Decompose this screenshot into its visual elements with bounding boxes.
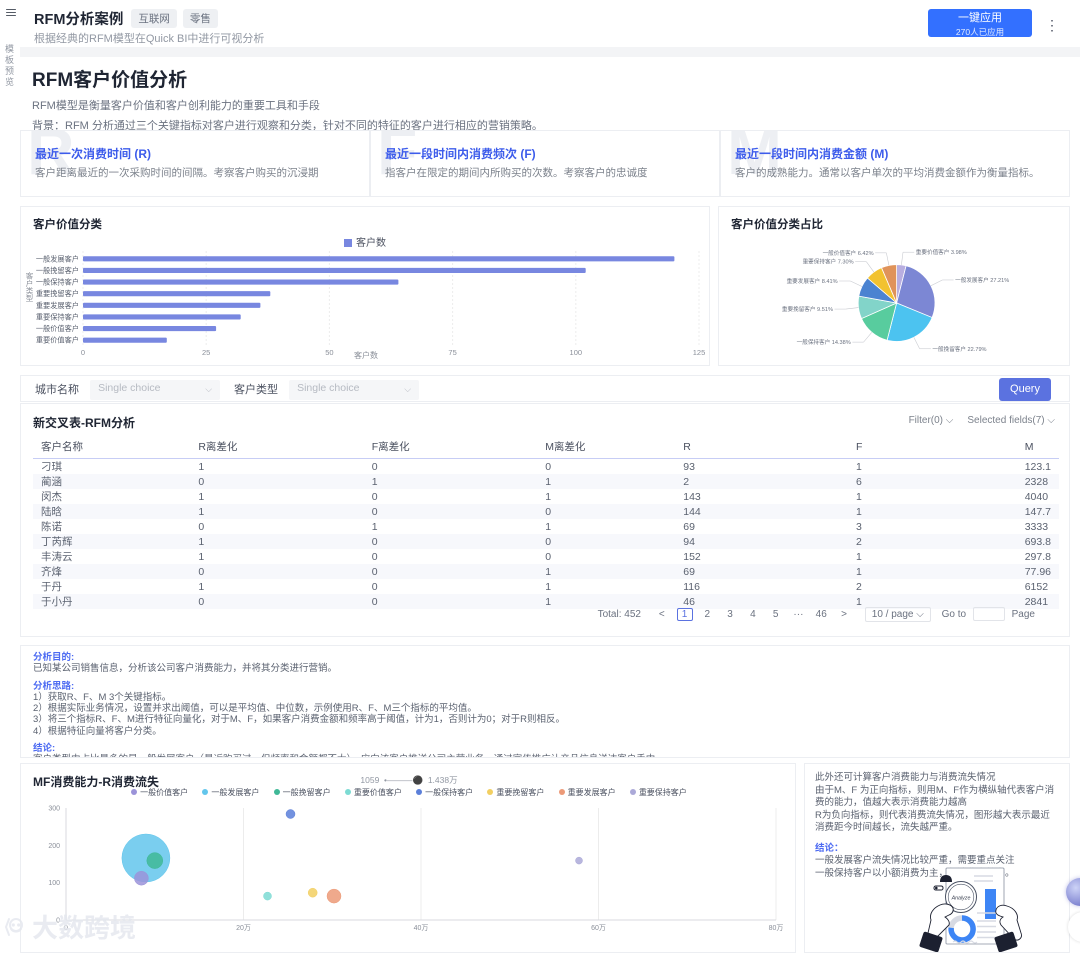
svg-text:一般挽留客户 22.79%: 一般挽留客户 22.79%	[932, 345, 986, 353]
svg-text:重要挽留客户 9.51%: 重要挽留客户 9.51%	[782, 305, 833, 313]
svg-text:80万: 80万	[769, 924, 784, 932]
svg-text:重要价值客户 3.98%: 重要价值客户 3.98%	[916, 248, 967, 256]
svg-text:重要价值客户: 重要价值客户	[36, 336, 79, 345]
svg-text:40万: 40万	[414, 924, 429, 932]
svg-text:一般保持客户 14.38%: 一般保持客户 14.38%	[797, 338, 851, 346]
svg-text:重要发展客户 8.41%: 重要发展客户 8.41%	[787, 277, 838, 285]
svg-text:重要保持客户: 重要保持客户	[36, 312, 79, 321]
svg-text:一般发展客户: 一般发展客户	[36, 254, 79, 263]
svg-text:重要保持客户 7.30%: 重要保持客户 7.30%	[803, 258, 854, 266]
svg-text:一般价值客户: 一般价值客户	[36, 324, 79, 333]
svg-text:Analyze: Analyze	[951, 896, 971, 902]
svg-text:60万: 60万	[591, 924, 606, 932]
svg-text:200: 200	[48, 843, 60, 850]
svg-text:一般发展客户 27.21%: 一般发展客户 27.21%	[955, 276, 1009, 284]
svg-text:300: 300	[48, 806, 60, 813]
svg-text:20万: 20万	[236, 924, 251, 932]
svg-text:一般保持客户: 一般保持客户	[36, 278, 79, 287]
svg-text:一般价值客户 6.42%: 一般价值客户 6.42%	[823, 249, 874, 257]
svg-text:重要挽留客户: 重要挽留客户	[36, 289, 79, 298]
svg-text:重要发展客户: 重要发展客户	[36, 301, 79, 310]
svg-text:一般挽留客户: 一般挽留客户	[36, 266, 79, 275]
svg-text:100: 100	[48, 880, 60, 887]
